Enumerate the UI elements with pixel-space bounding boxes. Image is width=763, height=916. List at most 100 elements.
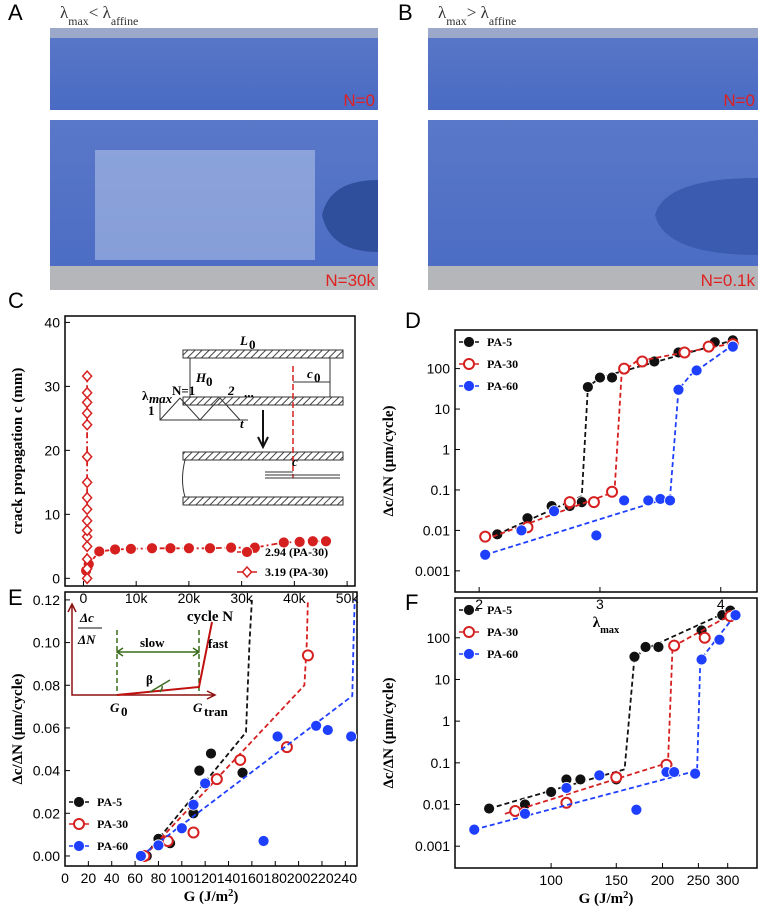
legend-label: PA-30	[487, 625, 518, 639]
marker	[479, 530, 492, 543]
inset-label: c	[292, 454, 298, 469]
photo-label: N=0	[723, 91, 755, 110]
legend-marker	[241, 546, 253, 558]
text-part: λ	[593, 615, 601, 631]
chart: 2 3 4 0.001 0.01 0.1 1 10 100 Δc/ΔN (μm/cycle) PA-…	[381, 329, 758, 612]
chart: 100 150 200 250 300 0.001 0.01 0.1 1 10 100 Δc/ΔN (…	[381, 597, 758, 888]
y-tick-label: 0.04	[33, 763, 60, 779]
panel-letter: E	[8, 585, 23, 610]
marker	[690, 364, 703, 377]
inset-label: c	[307, 366, 313, 381]
legend-marker	[463, 358, 475, 370]
marker	[81, 572, 93, 585]
panel-letter: D	[405, 308, 421, 333]
inset-label: 2	[227, 383, 235, 398]
text-part: max	[600, 625, 620, 636]
marker	[606, 485, 619, 498]
marker	[205, 747, 217, 760]
text-part: max	[446, 14, 467, 28]
marker	[306, 535, 319, 548]
marker	[483, 802, 496, 815]
y-axis-label: crack propagation c (mm)	[10, 368, 26, 535]
y-tick-label: 0.06	[33, 720, 60, 736]
legend-marker	[463, 626, 475, 638]
inset-axes	[67, 602, 217, 700]
marker	[277, 536, 290, 549]
x-tick-label: 40k	[283, 590, 307, 606]
inset-label: 1	[148, 403, 155, 418]
marker	[545, 786, 557, 798]
marker	[628, 650, 641, 663]
inset-label: G	[193, 700, 203, 715]
marker	[695, 653, 708, 666]
legend-label: 2.94 (PA-30)	[265, 545, 328, 559]
inset-label: 0	[249, 337, 256, 352]
inset-label: fast	[208, 636, 229, 651]
photo-label: N=0.1k	[701, 271, 756, 290]
marker	[135, 850, 147, 862]
legend-label: PA-5	[97, 795, 122, 809]
marker	[606, 371, 618, 384]
text-part: λ	[60, 3, 69, 22]
inset-label: λ	[142, 388, 149, 403]
y-tick-label: 10	[434, 401, 450, 417]
clamp	[182, 451, 344, 461]
text-part: )	[233, 889, 238, 905]
marker	[175, 822, 188, 835]
marker	[225, 541, 237, 554]
x-tick-label: 0	[61, 870, 69, 886]
marker	[152, 839, 165, 852]
marker	[199, 777, 212, 790]
y-tick-label: 100	[427, 630, 451, 646]
plot-frame	[64, 591, 358, 867]
marker	[81, 370, 93, 383]
marker	[548, 505, 560, 517]
clamp	[182, 496, 344, 506]
marker	[81, 476, 93, 489]
marker	[468, 823, 481, 836]
x-tick-label: 120	[193, 870, 217, 886]
x-axis-label: G (J/m2)	[579, 890, 634, 908]
legend-marker	[73, 818, 85, 830]
inset-label: β	[146, 672, 153, 687]
text-part: affine	[111, 14, 139, 28]
marker	[257, 835, 270, 847]
marker	[81, 503, 93, 516]
x-tick-label: 300	[716, 872, 740, 888]
marker	[593, 769, 606, 782]
y-tick-label: 0.1	[431, 482, 451, 498]
x-tick-label: 80	[151, 870, 167, 886]
y-axis-label: Δc/ΔN (μm/cycle)	[10, 673, 26, 784]
marker	[109, 543, 121, 556]
x-axis-label: cycle N	[187, 609, 233, 625]
x-tick-label: 150	[605, 872, 629, 888]
y-tick-label: 0.12	[33, 592, 60, 608]
marker	[321, 724, 334, 736]
marker	[81, 450, 93, 463]
marker	[560, 782, 573, 794]
x-tick-label: 4	[717, 596, 725, 612]
marker	[236, 766, 249, 779]
inset-label: 0	[121, 704, 128, 719]
y-tick-label: 0.01	[423, 522, 450, 538]
x-tick-label: 100	[170, 870, 194, 886]
y-tick-label: 0.10	[33, 635, 60, 651]
x-tick-label: 40	[104, 870, 120, 886]
marker	[81, 386, 93, 399]
photo-caption: λmax< λaffine	[60, 3, 138, 28]
inset-label: max	[149, 391, 173, 406]
x-tick-label: 160	[240, 870, 264, 886]
x-tick-label: 180	[264, 870, 288, 886]
marker	[678, 346, 691, 359]
photo-caption: λmax> λaffine	[438, 3, 516, 28]
inset-label: t	[240, 416, 244, 431]
legend-marker	[463, 380, 475, 392]
text-part: G (J/m	[579, 891, 624, 907]
marker	[81, 562, 93, 575]
legend-label: PA-60	[487, 647, 518, 661]
x-tick-label: 250	[687, 872, 711, 888]
y-tick-label: 0.01	[423, 797, 450, 813]
marker	[310, 719, 323, 732]
marker	[81, 407, 93, 420]
inset-label: N=1	[172, 383, 195, 398]
